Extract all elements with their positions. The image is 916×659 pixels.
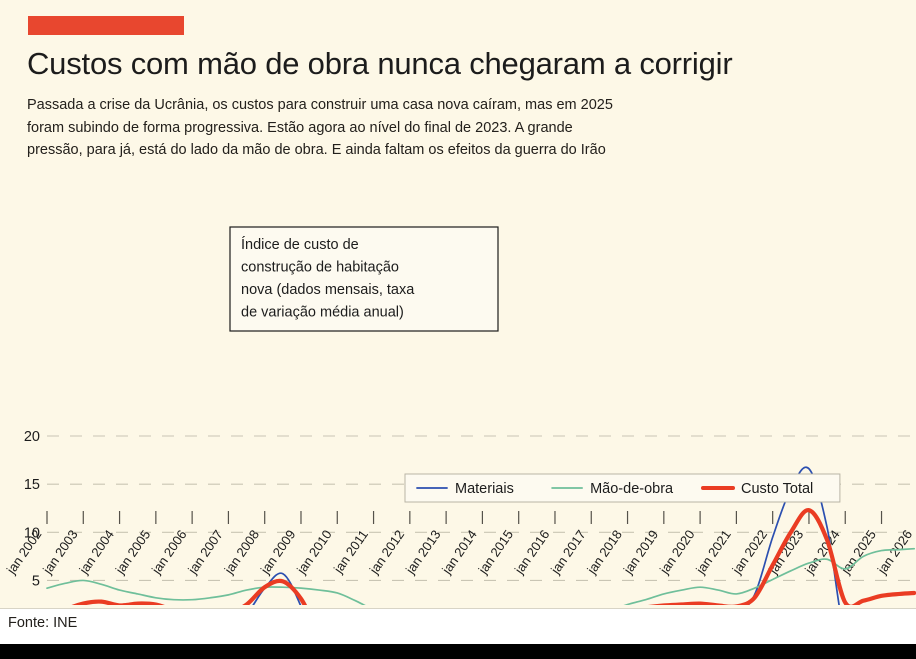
x-axis-tick-label: jan 2008 <box>221 527 262 577</box>
gridlines <box>47 435 916 582</box>
x-axis-tick-label: jan 2015 <box>475 527 516 577</box>
standfirst-line-2: foram subindo de forma progressiva. Estã… <box>27 119 573 136</box>
legend-label: Mão-de-obra <box>590 481 674 497</box>
standfirst: Passada a crise da Ucrânia, os custos pa… <box>27 94 827 162</box>
x-axis-tick-label: jan 2020 <box>656 527 697 577</box>
x-axis-tick-label: jan 2010 <box>293 527 334 577</box>
y-axis-tick-label: 5 <box>32 573 40 589</box>
source-note: Fonte: INE <box>8 615 78 631</box>
series-line-custo-total <box>71 508 916 605</box>
bottom-bar <box>0 644 916 659</box>
x-axis-tick-label: jan 2021 <box>692 527 733 577</box>
series-line-materiais <box>252 466 840 605</box>
footer-strip <box>0 608 916 645</box>
chart-annotation: Índice de custo de construção de habitaçã… <box>229 226 499 332</box>
chart-legend: Materiais Mão-de-obra Custo Total <box>404 473 841 503</box>
x-axis-tick-label: jan 2018 <box>584 527 625 577</box>
accent-bar <box>28 16 184 35</box>
x-axis-tick-label: jan 2009 <box>257 527 298 577</box>
legend-box <box>404 473 841 503</box>
annotation-line: Índice de custo de <box>241 236 359 253</box>
x-axis-tick-label: jan 2003 <box>39 527 80 577</box>
annotation-line: de variação média anual) <box>241 305 404 321</box>
x-axis-tick-label: jan 2011 <box>330 527 371 576</box>
x-axis-tick-label: jan 2022 <box>729 527 770 577</box>
x-axis-tick-label: jan 2006 <box>148 527 189 577</box>
x-axis-ticks <box>46 511 883 524</box>
y-axis-tick-label: 10 <box>24 525 40 541</box>
standfirst-line-1: Passada a crise da Ucrânia, os custos pa… <box>27 97 613 113</box>
y-axis-tick-label: 15 <box>24 477 40 493</box>
x-axis-tick-label: jan 2004 <box>76 527 117 577</box>
x-axis-tick-label: jan 2014 <box>438 527 479 577</box>
x-axis-tick-label: jan 2017 <box>547 527 588 577</box>
y-axis-tick-label: 20 <box>24 429 40 445</box>
x-axis-tick-label: jan 2019 <box>620 527 661 577</box>
legend-label: Custo Total <box>741 481 813 497</box>
x-axis-tick-label: jan 2012 <box>366 527 407 577</box>
annotation-box <box>229 226 499 332</box>
x-axis-tick-label: jan 2013 <box>402 527 443 577</box>
x-axis-tick-label: jan 2016 <box>511 527 552 577</box>
annotation-line: construção de habitação <box>241 260 399 276</box>
annotation-line: nova (dados mensais, taxa <box>241 282 415 298</box>
x-axis-tick-label: jan 2007 <box>184 527 225 577</box>
page-title: Custos com mão de obra nunca chegaram a … <box>27 46 733 81</box>
legend-label: Materiais <box>455 481 514 497</box>
series-line-m-o-de-obra <box>46 547 916 605</box>
x-axis-tick-label: jan 2005 <box>112 527 153 577</box>
x-axis-tick-label: jan 2026 <box>874 527 915 577</box>
data-series <box>46 466 916 605</box>
y-axis-labels: -505101520 <box>24 429 40 589</box>
standfirst-line-3: pressão, para já, está do lado da mão de… <box>27 142 606 158</box>
